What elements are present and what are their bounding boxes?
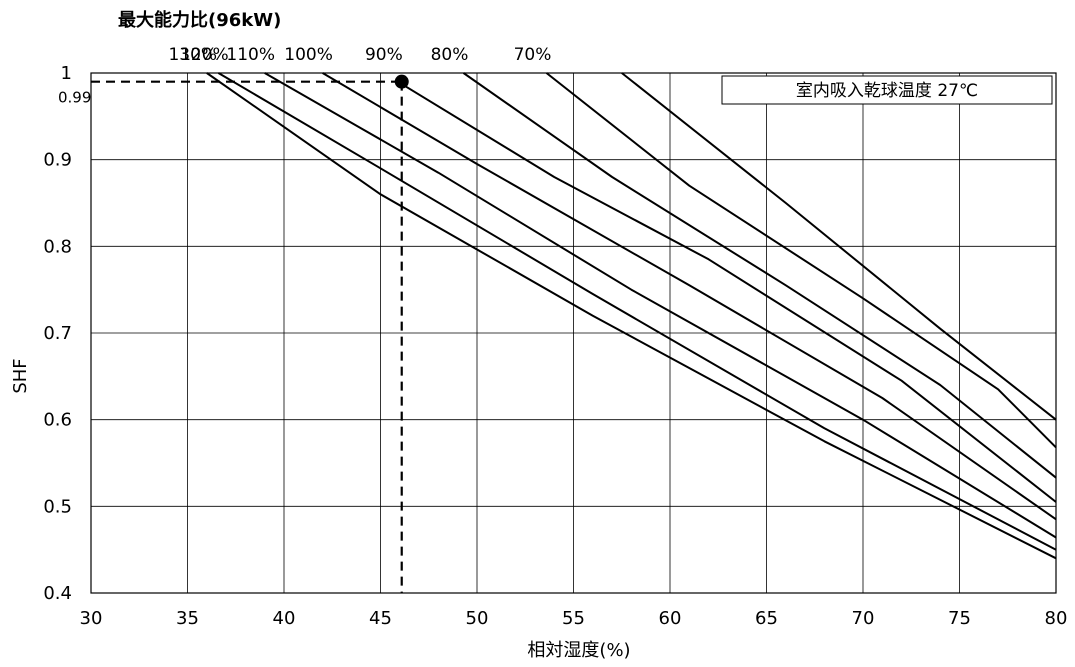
operating-point-label: 0.99 (58, 89, 91, 107)
x-tick-label-60: 60 (659, 608, 682, 629)
grid-layer (91, 73, 1056, 593)
x-tick-label-45: 45 (369, 608, 392, 629)
series-line-4 (322, 72, 1057, 521)
y-tick-label-0.5: 0.5 (43, 496, 72, 517)
curve-label-3: 110% (226, 45, 275, 65)
x-tick-label-65: 65 (755, 608, 778, 629)
y-tick-label-0.6: 0.6 (43, 410, 72, 431)
series-line-7 (545, 72, 1057, 449)
y-tick-label-0.4: 0.4 (43, 583, 72, 604)
x-tick-label-30: 30 (80, 608, 103, 629)
annotation-rect (721, 75, 1053, 105)
x-tick-label-50: 50 (466, 608, 489, 629)
annotation-text: 室内吸入乾球温度 27℃ (796, 81, 978, 101)
series-lines (206, 72, 1057, 560)
curve-label-6: 80% (431, 45, 469, 65)
curve-label-7: 70% (514, 45, 552, 65)
operating-point-marker (394, 74, 409, 89)
operating-point-group: 0.99 (58, 74, 409, 593)
x-tick-label-55: 55 (562, 608, 585, 629)
plot-frame (90, 72, 1057, 594)
series-line-3 (264, 72, 1057, 539)
curve-label-2: 120% (180, 45, 229, 65)
y-tick-label-1: 1 (61, 63, 72, 84)
x-tick-label-80: 80 (1045, 608, 1068, 629)
series-line-8 (621, 72, 1057, 421)
annotation-box: 室内吸入乾球温度 27℃ (721, 75, 1053, 105)
x-tick-label-70: 70 (852, 608, 875, 629)
curve-label-5: 90% (365, 45, 403, 65)
x-tick-label-35: 35 (176, 608, 199, 629)
y-tick-label-0.8: 0.8 (43, 236, 72, 257)
x-tick-label-75: 75 (948, 608, 971, 629)
curve-label-1: 130% (168, 45, 217, 65)
series-line-1 (206, 72, 1057, 560)
x-tick-labels: 30 35 40 45 50 55 60 65 70 75 80 (80, 608, 1068, 629)
y-tick-label-0.9: 0.9 (43, 150, 72, 171)
x-axis-label: 相対湿度(%) (527, 640, 630, 661)
curve-label-4: 100% (284, 45, 333, 65)
curve-labels: 130%120%110% 100% 90% 80% 70% (168, 45, 551, 65)
y-tick-label-0.7: 0.7 (43, 323, 72, 344)
x-tick-label-40: 40 (273, 608, 296, 629)
y-axis-label: SHF (10, 358, 31, 393)
series-line-6 (462, 72, 1057, 479)
series-line-2 (217, 72, 1057, 551)
series-line-5 (397, 80, 1057, 503)
chart-title: 最大能力比(96kW) (118, 9, 281, 31)
y-tick-labels: 0.4 0.5 0.6 0.7 0.8 0.9 1 (43, 63, 72, 604)
